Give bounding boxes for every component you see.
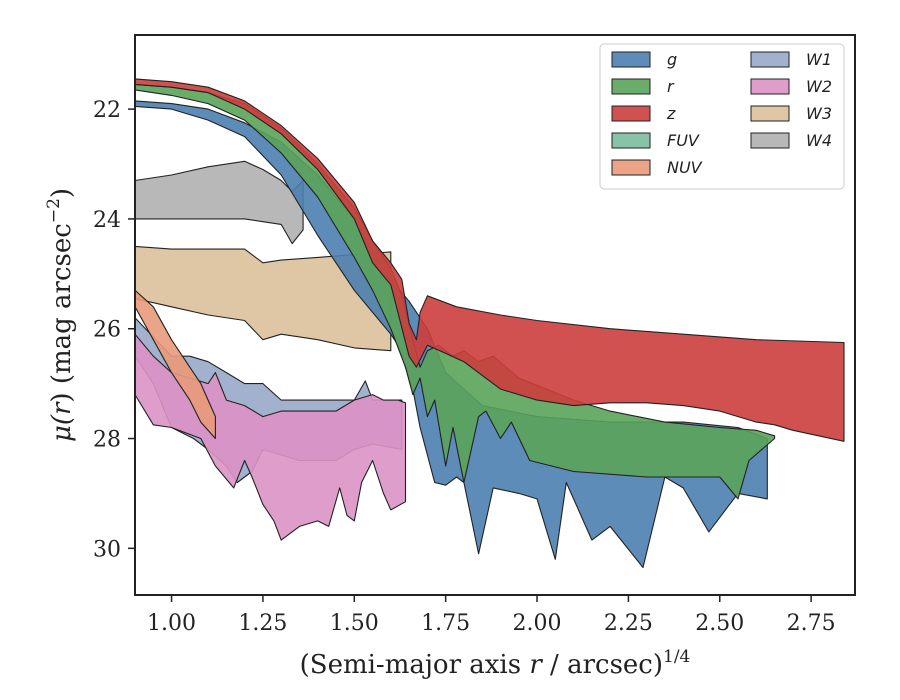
area-w3	[135, 245, 392, 352]
x-tick-label: 1.00	[147, 611, 196, 636]
y-axis-label-mu: μ(	[47, 414, 77, 442]
y-axis-label-mid: ) (mag arcsec	[47, 223, 77, 402]
y-tick-label: 28	[93, 428, 121, 453]
area-w4	[135, 160, 304, 245]
x-axis-label-var: r	[529, 650, 543, 680]
legend-label-fuv: FUV	[667, 131, 700, 150]
y-tick-label: 24	[93, 208, 121, 233]
y-tick-label: 22	[93, 98, 121, 123]
legend-label-w3: W3	[806, 104, 832, 123]
series-areas	[135, 78, 845, 569]
x-axis-label-pre: (Semi-major axis	[300, 650, 530, 680]
y-axis: 22 24 26 28 30	[93, 98, 135, 562]
area-w2	[135, 333, 407, 541]
legend-swatch-w4	[750, 132, 790, 149]
legend: grz FUV NUV W1 W2 W3 W4	[599, 43, 845, 190]
x-axis-label-post: / arcsec)	[542, 650, 663, 680]
legend-swatch-fuv	[611, 132, 651, 149]
area-z	[135, 78, 845, 442]
x-tick-label: 1.25	[238, 611, 287, 636]
x-tick-label: 2.75	[787, 611, 836, 636]
legend-label-r: r	[667, 77, 675, 96]
legend-swatch-z	[611, 105, 651, 122]
legend-label-w1: W1	[806, 50, 832, 69]
x-tick-label: 2.50	[695, 611, 744, 636]
x-axis-label: (Semi-major axis r / arcsec)1/4	[300, 647, 691, 680]
y-tick-label: 30	[93, 537, 121, 562]
legend-label-z: z	[666, 104, 676, 123]
area-nuv	[135, 289, 216, 440]
y-axis-label-sup: −2	[44, 198, 64, 223]
x-tick-label: 2.25	[604, 611, 653, 636]
legend-swatch-g	[611, 51, 651, 68]
legend-label-w4: W4	[806, 131, 832, 150]
x-axis: 1.00 1.25 1.50 1.75 2.00 2.25 2.50 2.75	[147, 595, 836, 636]
x-tick-label: 1.75	[421, 611, 470, 636]
y-axis-label-var: r	[47, 401, 77, 415]
legend-swatch-w3	[750, 105, 790, 122]
legend-label-nuv: NUV	[667, 158, 703, 177]
y-tick-label: 26	[93, 318, 121, 343]
x-axis-label-sup: 1/4	[663, 647, 690, 667]
legend-swatch-nuv	[611, 159, 651, 176]
plot-frame	[134, 34, 856, 596]
legend-swatch-w2	[750, 78, 790, 95]
legend-label-w2: W2	[806, 77, 832, 96]
y-axis-label-end: )	[47, 188, 77, 198]
y-axis-label: μ(r) (mag arcsec−2)	[44, 188, 77, 442]
x-tick-label: 2.00	[513, 611, 562, 636]
legend-swatch-w1	[750, 51, 790, 68]
legend-label-g: g	[667, 50, 677, 69]
x-tick-label: 1.50	[330, 611, 379, 636]
legend-swatch-r	[611, 78, 651, 95]
